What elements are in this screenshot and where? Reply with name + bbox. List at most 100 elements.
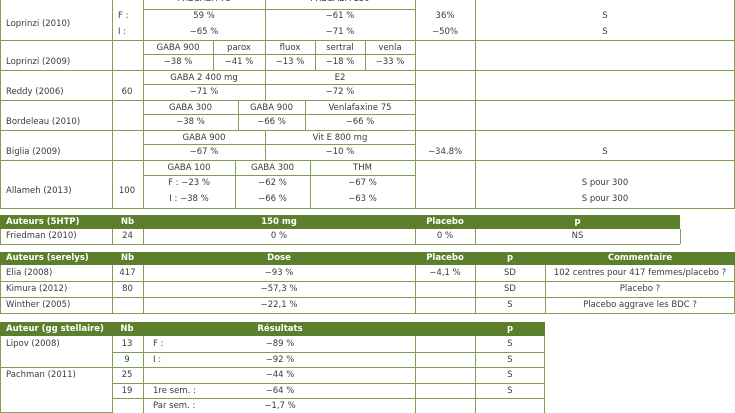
rule xyxy=(545,265,546,313)
p-value: S xyxy=(602,11,608,22)
rule xyxy=(143,336,144,413)
result: −41 % xyxy=(224,56,254,67)
rule xyxy=(0,336,1,413)
rule xyxy=(112,265,113,313)
rule xyxy=(0,70,735,71)
result: −62 % xyxy=(258,177,287,188)
rule xyxy=(415,0,416,208)
placebo: −4,1 % xyxy=(429,267,461,278)
result: −64 % xyxy=(265,385,295,396)
rule xyxy=(112,229,113,244)
author: Elia (2008) xyxy=(6,267,53,278)
rule xyxy=(265,70,266,100)
rule xyxy=(265,0,266,40)
result: −38 % xyxy=(163,56,193,67)
arm: Par sem. : xyxy=(153,401,196,412)
placebo: −50% xyxy=(431,26,459,37)
header-row xyxy=(0,252,735,265)
header-cell: Nb xyxy=(120,323,134,334)
rule xyxy=(143,265,144,313)
result: −63 % xyxy=(348,194,377,205)
result: −44 % xyxy=(265,370,295,381)
drug-name: GABA 2 400 mg xyxy=(170,72,238,83)
arm: F : xyxy=(153,339,164,350)
drug-name: GABA 300 xyxy=(251,163,294,173)
drug-name: sertral xyxy=(326,42,354,53)
rule xyxy=(143,54,415,55)
drug-name: GABA 900 xyxy=(250,102,293,113)
header-cell: p xyxy=(574,216,581,227)
dose: 0 % xyxy=(270,231,288,241)
rule xyxy=(0,367,112,368)
p-value: S xyxy=(507,370,513,381)
rule xyxy=(112,367,545,368)
rule xyxy=(0,265,1,313)
count: 9 xyxy=(124,354,130,365)
rule xyxy=(112,351,545,353)
rule xyxy=(213,40,214,70)
header-cell: Placebo xyxy=(426,253,464,263)
rule xyxy=(265,40,266,70)
result: I : −38 % xyxy=(169,194,209,205)
author: Lipov (2008) xyxy=(6,339,60,350)
drug-name: Venlafaxine 75 xyxy=(328,102,392,113)
result: −92 % xyxy=(265,354,295,365)
rule xyxy=(0,208,735,209)
p-value: S pour 300 xyxy=(581,194,629,205)
header-cell: Commentaire xyxy=(607,253,673,263)
header-cell: p xyxy=(506,253,514,263)
comment: Placebo aggrave les BDC ? xyxy=(583,299,697,310)
rule xyxy=(365,40,366,70)
author: Kimura (2012) xyxy=(6,283,68,294)
header-cell: Nb xyxy=(120,253,135,263)
dose: −22,1 % xyxy=(260,299,298,310)
result: −33 % xyxy=(375,56,405,67)
header-row xyxy=(0,215,680,229)
rule xyxy=(112,0,113,208)
rule xyxy=(143,0,144,208)
drug-name: fluox xyxy=(279,42,301,53)
rule xyxy=(143,144,415,145)
rule xyxy=(235,160,236,208)
dose: −93 % xyxy=(264,267,294,278)
author: Reddy (2006) xyxy=(6,86,64,97)
count: 13 xyxy=(121,339,133,350)
p-value: S xyxy=(507,339,513,350)
rule xyxy=(0,0,1,208)
rule xyxy=(143,114,415,115)
arm: F : xyxy=(118,11,129,22)
rule xyxy=(143,175,415,176)
author: Biglia (2009) xyxy=(6,146,61,157)
drug-name: GABA 900 xyxy=(182,132,226,143)
rule xyxy=(544,336,545,413)
drug-name: PREGABA 150 xyxy=(310,0,369,5)
rule xyxy=(0,40,735,41)
author: Bordeleau (2010) xyxy=(6,116,81,127)
rule xyxy=(415,229,416,244)
header-cell: Dose xyxy=(267,253,291,263)
rule xyxy=(0,297,735,298)
placebo: −34.8% xyxy=(427,146,463,157)
rule xyxy=(310,160,311,208)
arm: 1re sem. : xyxy=(153,385,196,396)
header-cell: 150 mg xyxy=(261,216,297,227)
p: NS xyxy=(571,231,584,241)
header-cell: Placebo xyxy=(426,216,464,227)
author: Loprinzi (2010) xyxy=(6,19,71,29)
rule xyxy=(0,313,735,314)
drug-name: THM xyxy=(353,163,372,173)
result: −89 % xyxy=(265,339,295,350)
result: −65 % xyxy=(189,26,219,37)
rule xyxy=(238,100,239,130)
header-cell: Auteurs (serelys) xyxy=(6,253,89,263)
rule xyxy=(415,265,416,313)
result: −1,7 % xyxy=(264,401,296,412)
result: −18 % xyxy=(325,56,355,67)
rule xyxy=(475,229,476,244)
p: SD xyxy=(504,267,516,278)
placebo: 36% xyxy=(435,11,455,22)
rule xyxy=(0,229,1,244)
rule xyxy=(112,382,545,384)
drug-name: GABA 300 xyxy=(169,102,212,113)
